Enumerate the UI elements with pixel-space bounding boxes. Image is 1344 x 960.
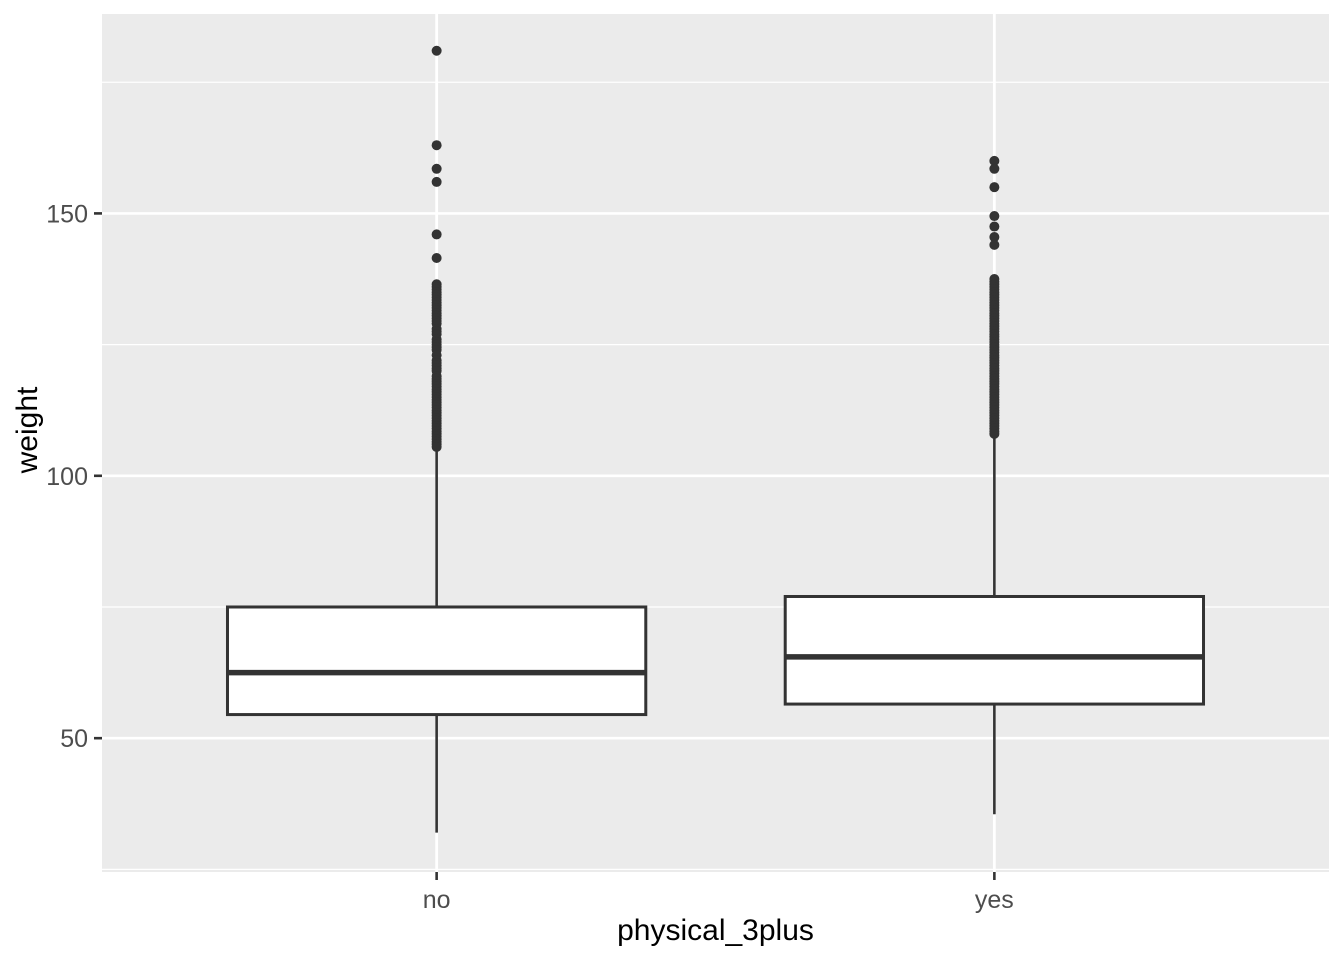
outlier-point-no <box>431 45 442 56</box>
y-axis-title: weight <box>11 386 44 474</box>
box-no <box>225 605 648 717</box>
outlier-point-yes <box>989 221 1000 232</box>
outlier-point-yes <box>989 211 1000 222</box>
outlier-point-no <box>431 176 442 187</box>
x-tick-label: no <box>423 886 451 914</box>
outlier-point-yes <box>989 155 1000 166</box>
y-tick-label: 50 <box>60 725 88 753</box>
box-yes <box>783 594 1206 706</box>
outlier-point-no <box>431 163 442 174</box>
outlier-point-no <box>431 253 442 264</box>
outlier-point-no <box>431 229 442 240</box>
outlier-point-no <box>431 140 442 151</box>
x-axis-title: physical_3plus <box>617 914 814 947</box>
plot-panel <box>102 14 1329 872</box>
y-tick-label: 100 <box>46 463 88 491</box>
outlier-point-yes <box>989 239 1000 250</box>
outlier-point-yes <box>989 232 1000 243</box>
x-tick-label: yes <box>975 886 1014 914</box>
outlier-point-yes <box>989 163 1000 174</box>
outlier-point-no <box>431 441 442 452</box>
outlier-point-yes <box>989 428 1000 439</box>
outlier-point-yes <box>989 182 1000 193</box>
y-tick-label: 150 <box>46 200 88 228</box>
